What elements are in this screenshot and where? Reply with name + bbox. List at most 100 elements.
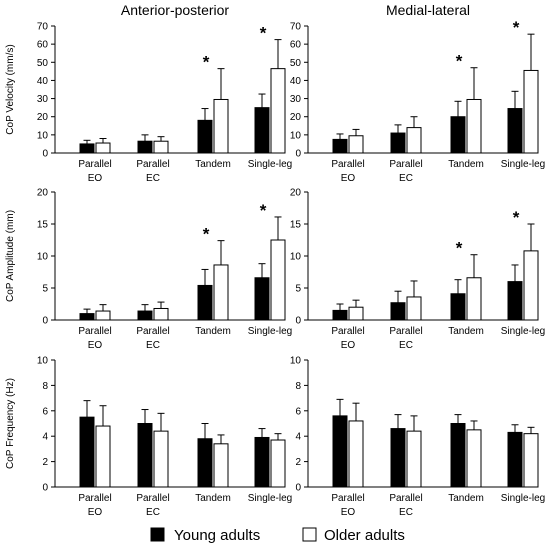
x-tick-label: Tandem (448, 159, 484, 170)
x-tick-label: Parallel (389, 159, 422, 170)
bar-young (137, 310, 153, 321)
y-tick-label: 15 (37, 220, 49, 231)
bar-older (466, 277, 482, 321)
y-tick-label: 20 (290, 112, 302, 123)
y-tick-label: 10 (290, 356, 302, 367)
x-tick-label: Single-leg (248, 159, 292, 170)
y-tick-label: 2 (295, 457, 301, 468)
column-title-ap: Anterior-posterior (121, 2, 229, 18)
y-tick-label: 0 (42, 149, 48, 160)
significance-asterisk: * (456, 239, 463, 258)
x-tick-label: EC (146, 340, 160, 351)
chart-panel-amplitude-ap: 0 5 10 15 20 CoP Amplitude (mm) Parallel EO Para… (5, 188, 292, 352)
bar-young (137, 423, 153, 488)
bar-older (213, 264, 229, 321)
bar-young (137, 140, 153, 154)
y-tick-label: 30 (290, 94, 302, 105)
bar-young (197, 438, 213, 488)
x-tick-label: Parallel (78, 159, 111, 170)
y-tick-label: 2 (42, 457, 48, 468)
y-tick-label: 10 (37, 130, 49, 141)
bar-young (390, 132, 406, 154)
bar-older (213, 98, 229, 154)
y-tick-label: 8 (295, 381, 301, 392)
y-tick-label: 5 (295, 284, 301, 295)
x-tick-label: EC (399, 173, 413, 184)
bar-young (332, 138, 348, 154)
bar-young (507, 431, 523, 488)
bar-young (507, 281, 523, 321)
x-tick-label: EO (341, 507, 356, 518)
bar-older (523, 433, 539, 488)
y-tick-label: 10 (290, 252, 302, 263)
y-tick-label: 30 (37, 94, 49, 105)
y-tick-label: 0 (295, 483, 301, 494)
x-tick-label: Tandem (195, 493, 231, 504)
bar-older (406, 296, 422, 321)
y-tick-label: 20 (290, 188, 302, 199)
y-tick-label: 50 (37, 58, 49, 69)
bar-young (197, 284, 213, 321)
x-tick-label: Parallel (136, 493, 169, 504)
x-tick-label: Single-leg (248, 326, 292, 337)
legend-swatch-young (150, 527, 165, 542)
bar-young (450, 293, 466, 321)
bar-older (213, 443, 229, 488)
bar-young (450, 116, 466, 154)
legend-label-young: Young adults (174, 527, 260, 544)
bar-older (95, 425, 111, 488)
bar-young (390, 428, 406, 488)
x-tick-label: Parallel (331, 159, 364, 170)
y-tick-label: 4 (295, 432, 301, 443)
bar-older (406, 127, 422, 154)
bar-young (450, 423, 466, 488)
x-tick-label: Parallel (389, 493, 422, 504)
chart-panel-frequency-ap: 0 2 4 6 8 10 CoP Frequency (Hz) Parallel EO Paral… (5, 356, 292, 519)
y-tick-label: 10 (37, 356, 49, 367)
y-tick-label: 0 (295, 149, 301, 160)
bar-young (332, 309, 348, 321)
y-axis-label: CoP Amplitude (mm) (5, 210, 16, 302)
bar-older (270, 239, 286, 321)
y-tick-label: 20 (37, 188, 49, 199)
bar-older (153, 140, 169, 154)
bar-older (270, 68, 286, 154)
legend: Young adults Older adults (150, 527, 405, 544)
bar-young (79, 416, 95, 488)
y-tick-label: 60 (37, 40, 49, 51)
bar-older (153, 430, 169, 488)
bar-young (254, 277, 270, 321)
x-tick-label: Parallel (136, 159, 169, 170)
bar-young (332, 415, 348, 488)
x-tick-label: EC (146, 507, 160, 518)
x-tick-label: EC (146, 173, 160, 184)
x-tick-label: EO (88, 340, 103, 351)
bar-older (466, 429, 482, 488)
legend-label-older: Older adults (324, 527, 405, 544)
bar-older (523, 69, 539, 154)
bar-older (406, 430, 422, 488)
x-tick-label: Parallel (389, 326, 422, 337)
x-tick-label: Tandem (195, 159, 231, 170)
y-tick-label: 15 (290, 220, 302, 231)
y-tick-label: 4 (42, 432, 48, 443)
y-tick-label: 70 (37, 22, 49, 33)
significance-asterisk: * (203, 53, 210, 72)
y-tick-label: 10 (290, 130, 302, 141)
y-tick-label: 6 (42, 406, 48, 417)
x-tick-label: Parallel (78, 326, 111, 337)
x-tick-label: Single-leg (501, 159, 545, 170)
significance-asterisk: * (456, 52, 463, 71)
bar-older (466, 98, 482, 154)
chart-panel-frequency-ml: 0 2 4 6 8 10 Parallel EO Parallel EC Tandem Single-… (290, 356, 545, 519)
bar-young (79, 143, 95, 154)
bar-young (254, 107, 270, 154)
bar-older (348, 135, 364, 154)
bar-older (348, 420, 364, 488)
y-tick-label: 60 (290, 40, 302, 51)
bar-older (348, 306, 364, 321)
y-tick-label: 70 (290, 22, 302, 33)
y-tick-label: 8 (42, 381, 48, 392)
